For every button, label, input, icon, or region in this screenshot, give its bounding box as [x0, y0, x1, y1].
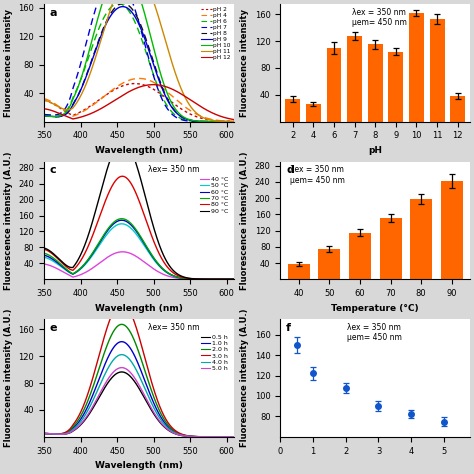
Y-axis label: Fluorescence intensity (A.U.): Fluorescence intensity (A.U.) [4, 151, 13, 290]
Text: μem= 450 nm: μem= 450 nm [353, 18, 407, 27]
X-axis label: Wavelength (nm): Wavelength (nm) [95, 461, 183, 470]
Y-axis label: Fluorescence intensity: Fluorescence intensity [4, 9, 13, 117]
Y-axis label: Fluorescence intensity (A.U.): Fluorescence intensity (A.U.) [4, 309, 13, 447]
Bar [410, 199, 432, 279]
Y-axis label: Fluorescence intensity (A.U.): Fluorescence intensity (A.U.) [240, 151, 249, 290]
Bar [288, 264, 310, 279]
Bar [380, 218, 401, 279]
X-axis label: Wavelength (nm): Wavelength (nm) [95, 303, 183, 312]
Text: μem= 450 nm: μem= 450 nm [347, 333, 401, 342]
Bar [409, 13, 424, 122]
Legend: 40 °C, 50 °C, 60 °C, 70 °C, 80 °C, 90 °C: 40 °C, 50 °C, 60 °C, 70 °C, 80 °C, 90 °C [197, 174, 231, 216]
Bar [441, 181, 463, 279]
Text: f: f [286, 323, 291, 333]
Bar [306, 103, 321, 122]
Text: c: c [50, 165, 56, 175]
Text: λex = 350 nm: λex = 350 nm [290, 165, 344, 174]
Bar [430, 19, 445, 122]
Bar [349, 233, 371, 279]
Text: d: d [286, 165, 294, 175]
Text: μem= 450 nm: μem= 450 nm [290, 176, 345, 185]
Text: e: e [50, 323, 57, 333]
Bar [347, 36, 362, 122]
Legend: pH 2, pH 4, pH 6, pH 7, pH 8, pH 9, pH 10, pH 11, pH 12: pH 2, pH 4, pH 6, pH 7, pH 8, pH 9, pH 1… [201, 7, 231, 60]
Text: λex = 350 nm: λex = 350 nm [353, 8, 406, 17]
X-axis label: pH: pH [368, 146, 382, 155]
Y-axis label: Fluorescence intensity (A.U.): Fluorescence intensity (A.U.) [240, 309, 249, 447]
Bar [285, 99, 300, 122]
Y-axis label: Fluorescence intensity: Fluorescence intensity [240, 9, 249, 117]
Bar [450, 96, 465, 122]
X-axis label: Temperature (°C): Temperature (°C) [331, 303, 419, 312]
Bar [368, 45, 383, 122]
Text: λex= 350 nm: λex= 350 nm [148, 165, 200, 174]
Text: a: a [50, 8, 57, 18]
Bar [388, 52, 403, 122]
Text: λex = 350 nm: λex = 350 nm [347, 323, 401, 332]
Bar [319, 249, 340, 279]
Legend: 0.5 h, 1.0 h, 2.0 h, 3.0 h, 4.0 h, 5.0 h: 0.5 h, 1.0 h, 2.0 h, 3.0 h, 4.0 h, 5.0 h [199, 332, 231, 374]
X-axis label: Wavelength (nm): Wavelength (nm) [95, 146, 183, 155]
Text: λex= 350 nm: λex= 350 nm [148, 323, 200, 332]
Bar [327, 48, 341, 122]
